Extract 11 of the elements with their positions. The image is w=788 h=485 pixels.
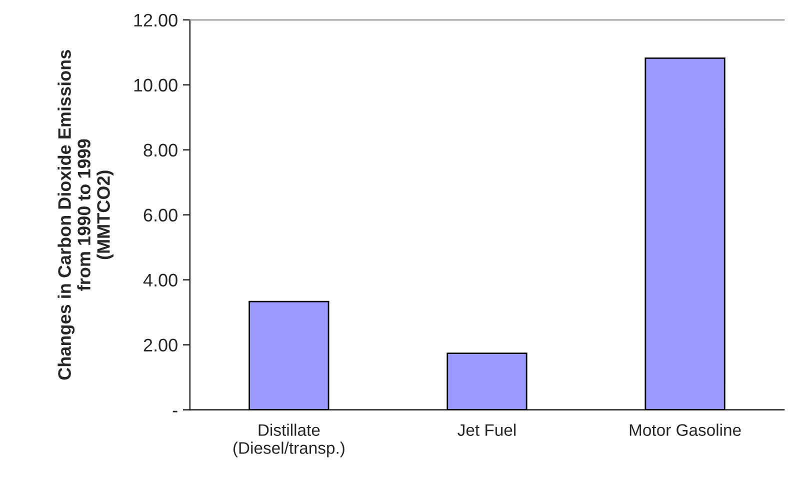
y-tick-label: 10.00 <box>134 78 178 92</box>
x-tick-label: Distillate (Diesel/transp.) <box>233 424 344 458</box>
y-tick-label: 2.00 <box>144 338 178 352</box>
y-tick-label: 4.00 <box>143 274 178 287</box>
y-axis-title: Changes in Carbon Dioxide Emissions from 1990 to 1999 (MMTCO2) <box>58 50 114 380</box>
y-tick-label: 6.00 <box>144 208 178 222</box>
x-tick-label: Jet Fuel <box>458 424 516 436</box>
y-tick-label: 8.00 <box>144 144 178 157</box>
y-tick-label: 12.00 <box>134 14 178 27</box>
x-tick-label: Motor Gasoline <box>630 424 741 436</box>
y-tick-label: - <box>172 410 178 412</box>
